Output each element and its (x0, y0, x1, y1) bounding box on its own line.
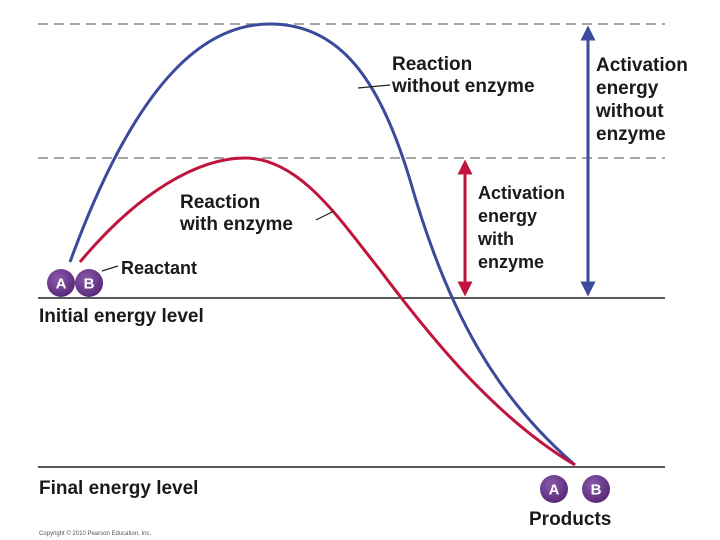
product-molecule-a (540, 475, 568, 503)
reaction-with-enzyme-curve (78, 156, 576, 467)
activation-with-enzyme-label-line2: energy (478, 206, 537, 226)
final-energy-level-label: Final energy level (39, 478, 198, 499)
reaction-with-enzyme-leader (315, 210, 335, 221)
reaction-with-enzyme-label-line1: Reaction (180, 192, 260, 213)
reactant-label: Reactant (121, 258, 197, 278)
reaction-without-enzyme-curve (68, 22, 576, 467)
product-molecule-a-label: A (549, 482, 560, 499)
reactant-molecule-a-label: A (56, 276, 67, 293)
activation-with-enzyme-label-line1: Activation (478, 183, 565, 203)
products-label: Products (529, 509, 611, 530)
reactant-molecule-b-label: B (84, 276, 95, 293)
activation-without-enzyme-label-line3: without (595, 101, 664, 122)
reactant-molecule-b (75, 269, 103, 297)
activation-without-enzyme-label-line2: energy (596, 78, 659, 99)
initial-energy-level-label: Initial energy level (39, 306, 204, 327)
reactant-molecules: A B (47, 269, 103, 297)
product-molecules: A B (540, 475, 610, 503)
reaction-with-enzyme-label-line2: with enzyme (179, 214, 293, 235)
activation-without-enzyme-label-line4: enzyme (596, 124, 666, 145)
copyright-notice: Copyright © 2010 Pearson Education, Inc. (39, 530, 151, 537)
activation-without-enzyme-label-line1: Activation (596, 55, 688, 76)
product-molecule-b (582, 475, 610, 503)
activation-with-enzyme-label-line4: enzyme (478, 252, 544, 272)
reaction-without-enzyme-label-line1: Reaction (392, 54, 472, 75)
reactant-molecule-a (47, 269, 75, 297)
reactant-leader (101, 265, 119, 272)
activation-with-enzyme-label-line3: with (477, 229, 514, 249)
reaction-without-enzyme-label-line2: without enzyme (391, 76, 535, 97)
reaction-without-enzyme-leader (357, 84, 391, 89)
product-molecule-b-label: B (591, 482, 602, 499)
